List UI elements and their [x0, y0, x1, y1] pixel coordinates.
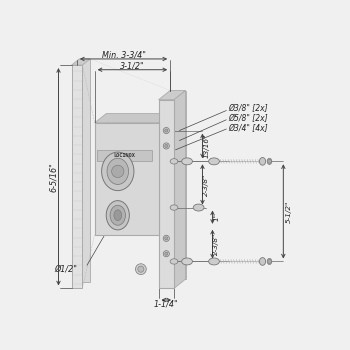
Polygon shape: [174, 91, 186, 288]
Text: Ø3/8" [2x]: Ø3/8" [2x]: [228, 105, 267, 113]
Polygon shape: [72, 65, 82, 288]
Polygon shape: [72, 59, 90, 65]
Polygon shape: [159, 91, 186, 100]
Circle shape: [267, 160, 271, 163]
Polygon shape: [159, 100, 174, 288]
Ellipse shape: [106, 201, 130, 230]
Circle shape: [165, 145, 168, 147]
Ellipse shape: [209, 258, 219, 265]
Polygon shape: [106, 114, 170, 225]
Circle shape: [163, 143, 169, 149]
Ellipse shape: [193, 204, 204, 211]
Text: Min. 3-3/4": Min. 3-3/4": [102, 51, 146, 60]
Text: 2-3/8": 2-3/8": [214, 232, 219, 255]
Text: 5-1/2": 5-1/2": [286, 200, 292, 223]
Text: Ø3/4" [4x]: Ø3/4" [4x]: [228, 125, 267, 133]
Ellipse shape: [259, 158, 266, 165]
Text: 6-5/16": 6-5/16": [49, 162, 58, 192]
Polygon shape: [94, 114, 170, 123]
Circle shape: [267, 260, 271, 264]
Text: 3-1/2": 3-1/2": [120, 61, 145, 70]
Circle shape: [163, 251, 169, 257]
Circle shape: [165, 129, 168, 132]
Polygon shape: [170, 91, 186, 279]
Ellipse shape: [182, 258, 193, 265]
Ellipse shape: [170, 159, 178, 164]
Text: 13/16": 13/16": [203, 134, 209, 158]
Ellipse shape: [209, 158, 219, 165]
FancyBboxPatch shape: [97, 150, 153, 161]
Ellipse shape: [107, 158, 128, 184]
Text: Ø1/2": Ø1/2": [55, 265, 78, 274]
Ellipse shape: [267, 258, 272, 265]
Circle shape: [165, 237, 168, 240]
Circle shape: [165, 252, 168, 255]
Ellipse shape: [110, 205, 126, 225]
Polygon shape: [159, 114, 170, 234]
Ellipse shape: [259, 258, 266, 265]
Ellipse shape: [170, 259, 178, 264]
Text: 2-3/8": 2-3/8": [203, 173, 209, 196]
Text: 1-1/4": 1-1/4": [154, 299, 178, 308]
Ellipse shape: [267, 158, 272, 164]
Ellipse shape: [114, 210, 122, 220]
Polygon shape: [94, 123, 159, 234]
Text: LOCINOX: LOCINOX: [114, 153, 136, 158]
Ellipse shape: [170, 205, 178, 210]
Circle shape: [163, 127, 169, 134]
Circle shape: [135, 264, 146, 274]
Circle shape: [112, 165, 124, 177]
Circle shape: [163, 235, 169, 241]
Text: Ø5/8" [2x]: Ø5/8" [2x]: [228, 114, 267, 124]
Polygon shape: [79, 59, 90, 282]
Circle shape: [138, 266, 144, 272]
Text: 1": 1": [214, 213, 219, 221]
Ellipse shape: [182, 158, 193, 165]
Ellipse shape: [102, 152, 134, 191]
